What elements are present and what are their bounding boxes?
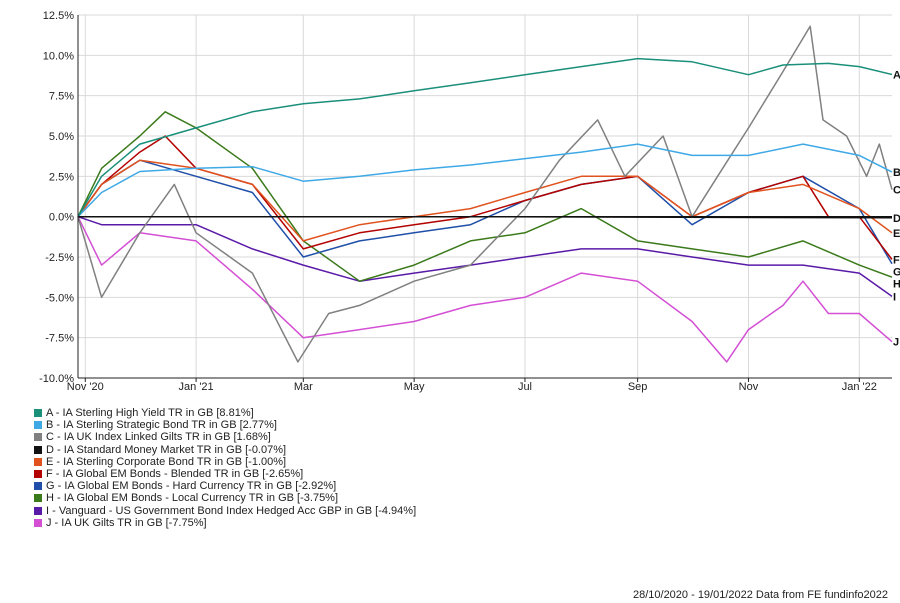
- series-line-f: [77, 135, 893, 260]
- legend-swatch: [34, 421, 42, 430]
- legend-label: C - IA UK Index Linked Gilts TR in GB [1…: [46, 431, 271, 444]
- series-end-label-h: H: [893, 278, 900, 290]
- legend-swatch: [34, 445, 42, 454]
- series-line-a: [77, 57, 893, 218]
- series-end-label-b: B: [893, 167, 900, 179]
- y-tick-label: -5.0%: [45, 292, 74, 304]
- legend-item: G - IA Global EM Bonds - Hard Currency T…: [34, 480, 634, 492]
- legend-item: H - IA Global EM Bonds - Local Currency …: [34, 492, 634, 504]
- legend-item: F - IA Global EM Bonds - Blended TR in G…: [34, 468, 634, 480]
- legend-swatch: [34, 433, 42, 442]
- legend-swatch: [34, 470, 42, 479]
- legend-swatch: [34, 494, 42, 503]
- legend-label: D - IA Standard Money Market TR in GB [-…: [46, 443, 287, 456]
- legend: A - IA Sterling High Yield TR in GB [8.8…: [34, 407, 634, 529]
- y-tick-label: -2.5%: [45, 252, 74, 264]
- y-tick-label: 5.0%: [49, 131, 74, 143]
- series-line-c: [77, 25, 893, 363]
- series-end-label-c: C: [893, 185, 900, 197]
- series-end-label-a: A: [893, 70, 900, 82]
- y-tick-label: 0.0%: [49, 212, 74, 224]
- legend-label: H - IA Global EM Bonds - Local Currency …: [46, 492, 339, 505]
- legend-label: E - IA Sterling Corporate Bond TR in GB …: [46, 455, 287, 468]
- legend-item: I - Vanguard - US Government Bond Index …: [34, 505, 634, 517]
- legend-item: D - IA Standard Money Market TR in GB [-…: [34, 444, 634, 456]
- legend-item: J - IA UK Gilts TR in GB [-7.75%]: [34, 517, 634, 529]
- x-tick-label: Nov '20: [67, 381, 104, 393]
- x-tick-label: Jul: [518, 381, 532, 393]
- y-tick-label: 7.5%: [49, 91, 74, 103]
- y-tick-label: -10.0%: [39, 373, 74, 385]
- legend-swatch: [34, 457, 42, 466]
- legend-swatch: [34, 506, 42, 515]
- x-tick-label: Jan '22: [842, 381, 877, 393]
- legend-item: C - IA UK Index Linked Gilts TR in GB [1…: [34, 431, 634, 443]
- legend-swatch: [34, 409, 42, 418]
- legend-swatch: [34, 482, 42, 491]
- x-tick-label: May: [404, 381, 425, 393]
- series-end-label-g: G: [893, 266, 900, 278]
- x-tick-label: Nov: [739, 381, 759, 393]
- legend-label: J - IA UK Gilts TR in GB [-7.75%]: [46, 516, 207, 529]
- x-tick-label: Mar: [294, 381, 313, 393]
- axes: -10.0% -7.5% -5.0% -2.5% 0.0% 2.5% 5.0% 7.5% 10.…: [39, 10, 892, 393]
- series-line-j: [77, 216, 893, 363]
- legend-item: A - IA Sterling High Yield TR in GB [8.8…: [34, 407, 634, 419]
- series-line-h: [77, 111, 893, 282]
- x-tick-label: Sep: [628, 381, 648, 393]
- x-tick-label: Jan '21: [179, 381, 214, 393]
- series-end-label-j: J: [893, 337, 899, 349]
- legend-swatch: [34, 518, 42, 527]
- legend-item: B - IA Sterling Strategic Bond TR in GB …: [34, 419, 634, 431]
- legend-label: G - IA Global EM Bonds - Hard Currency T…: [46, 480, 337, 493]
- legend-label: F - IA Global EM Bonds - Blended TR in G…: [46, 468, 304, 481]
- legend-item: E - IA Sterling Corporate Bond TR in GB …: [34, 456, 634, 468]
- source-footer: 28/10/2020 - 19/01/2022 Data from FE fun…: [632, 589, 888, 601]
- series-end-label-e: E: [893, 228, 900, 240]
- legend-label: I - Vanguard - US Government Bond Index …: [46, 504, 417, 517]
- legend-label: B - IA Sterling Strategic Bond TR in GB …: [46, 419, 277, 432]
- y-tick-label: 10.0%: [43, 50, 74, 62]
- series-line-b: [77, 143, 893, 218]
- series-end-label-i: I: [893, 291, 896, 303]
- y-tick-label: 12.5%: [43, 10, 74, 22]
- y-tick-label: -7.5%: [45, 333, 74, 345]
- y-tick-label: 2.5%: [49, 171, 74, 183]
- series-end-label-d: D: [893, 213, 900, 225]
- series-lines: [77, 25, 893, 363]
- legend-label: A - IA Sterling High Yield TR in GB [8.8…: [46, 407, 254, 420]
- series-line-e: [77, 159, 893, 242]
- series-end-label-f: F: [893, 254, 900, 266]
